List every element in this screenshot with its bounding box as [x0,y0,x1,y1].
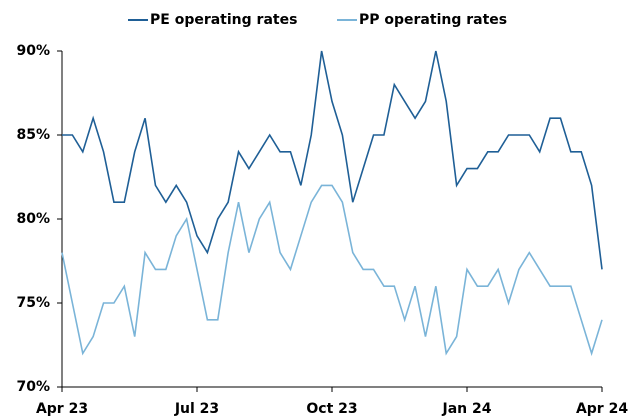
y-tick-label: 80% [16,211,50,227]
y-tick-label: 70% [16,379,50,395]
y-tick-label: 75% [16,295,50,311]
x-tick-label: Apr 23 [36,401,88,417]
y-tick-label: 85% [16,127,50,143]
series-line [62,50,603,270]
x-tick-label: Oct 23 [306,401,357,417]
legend-label: PP operating rates [359,12,507,28]
x-tick-label: Jan 24 [442,401,492,417]
series-line [61,184,603,357]
y-tick-label: 90% [16,43,50,59]
legend-label: PE operating rates [150,12,297,28]
x-tick-label: Jul 23 [174,401,219,417]
x-tick-label: Apr 24 [576,401,628,417]
